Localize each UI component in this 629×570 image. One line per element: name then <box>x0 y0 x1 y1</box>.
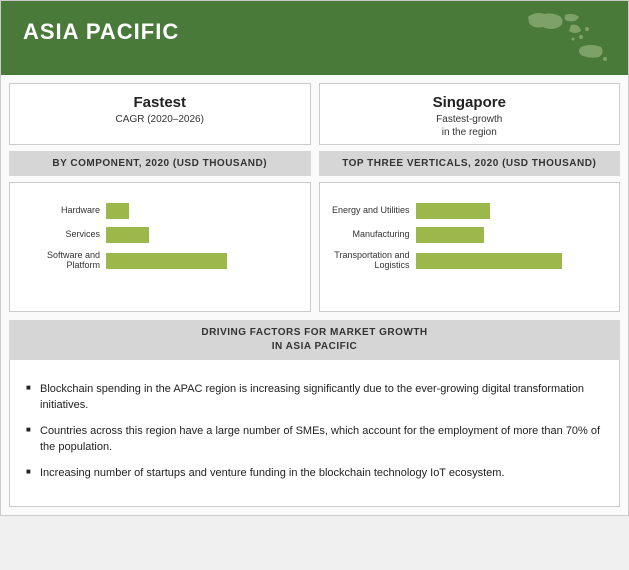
drivers-title-line1: DRIVING FACTORS FOR MARKET GROWTH <box>201 327 427 338</box>
bar-item: Manufacturing <box>328 227 612 243</box>
card-big: Singapore <box>326 94 614 111</box>
infographic-container: ASIA PACIFIC Fastest CAGR (2020–2026) <box>0 0 629 516</box>
bar-fill <box>106 227 149 243</box>
band-verticals: TOP THREE VERTICALS, 2020 (USD THOUSAND) <box>319 151 621 176</box>
drivers-title: DRIVING FACTORS FOR MARKET GROWTH IN ASI… <box>9 320 620 360</box>
card-fastest-cagr: Fastest CAGR (2020–2026) <box>9 83 311 145</box>
bar-item: Software and Platform <box>18 251 302 271</box>
bar-item: Services <box>18 227 302 243</box>
bar-track <box>106 227 302 243</box>
bar-fill <box>106 203 129 219</box>
card-big: Fastest <box>16 94 304 111</box>
drivers-body: Blockchain spending in the APAC region i… <box>9 360 620 507</box>
chart-component: Hardware Services Software and Platform <box>9 182 311 312</box>
bar-label: Services <box>18 230 106 240</box>
bar-item: Energy and Utilities <box>328 203 612 219</box>
bar-label: Transportation and Logistics <box>328 251 416 271</box>
chart-row: Hardware Services Software and Platform En… <box>1 176 628 312</box>
bar-track <box>416 253 612 269</box>
bar-label: Energy and Utilities <box>328 206 416 216</box>
header: ASIA PACIFIC <box>1 1 628 75</box>
bar-fill <box>416 253 563 269</box>
bar-fill <box>106 253 227 269</box>
band-row: BY COMPONENT, 2020 (USD THOUSAND) TOP TH… <box>1 145 628 176</box>
bar-fill <box>416 227 484 243</box>
bar-track <box>416 227 612 243</box>
bar-fill <box>416 203 490 219</box>
bar-track <box>106 203 302 219</box>
bar-item: Hardware <box>18 203 302 219</box>
driver-item: Increasing number of startups and ventur… <box>26 466 603 482</box>
bar-label: Manufacturing <box>328 230 416 240</box>
map-icon <box>523 9 613 72</box>
drivers-title-line2: IN ASIA PACIFIC <box>272 341 357 352</box>
driver-item: Blockchain spending in the APAC region i… <box>26 382 603 414</box>
card-sub: CAGR (2020–2026) <box>16 113 304 126</box>
bar-label: Software and Platform <box>18 251 106 271</box>
card-singapore: Singapore Fastest-growth in the region <box>319 83 621 145</box>
bar-track <box>416 203 612 219</box>
band-component: BY COMPONENT, 2020 (USD THOUSAND) <box>9 151 311 176</box>
bar-track <box>106 253 302 269</box>
bar-label: Hardware <box>18 206 106 216</box>
top-cards-row: Fastest CAGR (2020–2026) Singapore Faste… <box>1 75 628 145</box>
driver-item: Countries across this region have a larg… <box>26 424 603 456</box>
header-title: ASIA PACIFIC <box>23 19 606 45</box>
chart-verticals: Energy and Utilities Manufacturing Transpo… <box>319 182 621 312</box>
card-sub: Fastest-growth in the region <box>326 113 614 139</box>
bar-item: Transportation and Logistics <box>328 251 612 271</box>
